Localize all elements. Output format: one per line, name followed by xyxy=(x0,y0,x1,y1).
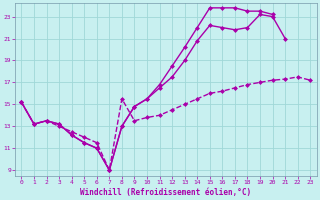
X-axis label: Windchill (Refroidissement éolien,°C): Windchill (Refroidissement éolien,°C) xyxy=(80,188,252,197)
